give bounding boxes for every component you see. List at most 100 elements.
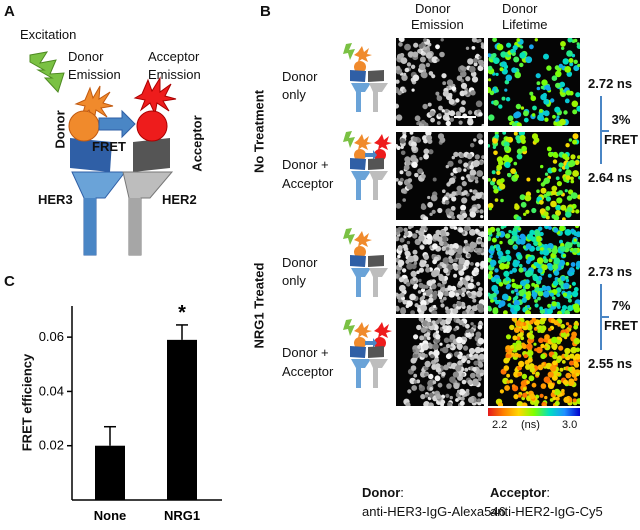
- cell: [446, 182, 451, 187]
- cell: [421, 295, 426, 300]
- cell: [565, 322, 570, 326]
- cell: [480, 44, 484, 49]
- cell: [550, 318, 556, 324]
- cell: [565, 372, 572, 379]
- cell: [503, 365, 510, 371]
- cell: [569, 360, 574, 366]
- cell: [561, 46, 565, 50]
- cell: [480, 262, 484, 268]
- cell: [526, 177, 531, 182]
- cell: [451, 86, 457, 91]
- cell: [439, 342, 443, 346]
- cell: [571, 100, 579, 108]
- cell: [552, 354, 558, 360]
- cell: [556, 358, 561, 364]
- cell: [572, 170, 579, 177]
- cell: [448, 193, 454, 198]
- cell: [545, 285, 551, 291]
- cell: [488, 292, 491, 297]
- cell: [544, 84, 551, 90]
- cell: [547, 243, 554, 250]
- cell: [499, 183, 506, 190]
- cell: [412, 51, 419, 58]
- cell: [409, 293, 416, 301]
- cell: [461, 100, 466, 106]
- row-2-lifetime-value: 2.64 ns: [588, 170, 633, 185]
- cell: [473, 360, 479, 366]
- cell: [466, 153, 473, 160]
- cell: [515, 122, 522, 126]
- cell: [519, 233, 526, 240]
- cell: [455, 292, 460, 297]
- cell: [505, 354, 509, 358]
- cell: [495, 244, 501, 249]
- cell: [458, 388, 466, 396]
- cell: [569, 353, 575, 359]
- cell: [576, 44, 580, 49]
- cell: [449, 117, 454, 122]
- cell: [474, 346, 482, 354]
- chart-y-axis-label: FRET efficiency: [19, 353, 35, 452]
- cell: [468, 66, 476, 73]
- cell: [461, 358, 466, 364]
- cell: [499, 389, 504, 394]
- cell: [466, 329, 470, 333]
- scale-bar: [454, 116, 476, 118]
- cell: [456, 167, 462, 173]
- cell: [563, 282, 570, 290]
- cell: [543, 211, 549, 217]
- cell: [396, 114, 403, 121]
- cell: [442, 296, 447, 301]
- cell: [412, 276, 417, 281]
- cell: [481, 123, 484, 126]
- cell: [492, 185, 498, 190]
- cell: [491, 170, 496, 175]
- cell: [489, 90, 495, 96]
- row-3-label-2: only: [282, 273, 306, 288]
- col-header-emission-1: Donor: [415, 1, 451, 16]
- cell: [549, 292, 554, 297]
- cell: [562, 292, 568, 297]
- cell: [437, 291, 444, 298]
- cell: [420, 71, 427, 78]
- cell: [523, 110, 529, 117]
- cell: [463, 226, 470, 232]
- cell: [551, 247, 558, 255]
- cell: [572, 139, 578, 145]
- cell: [548, 226, 552, 230]
- cell: [406, 183, 413, 190]
- cell: [455, 98, 460, 103]
- cell: [456, 343, 463, 350]
- cell: [570, 228, 575, 233]
- cell: [520, 106, 525, 110]
- cell: [470, 242, 477, 249]
- cell: [506, 42, 512, 48]
- cell: [552, 396, 556, 401]
- cell: [551, 343, 558, 350]
- cell: [573, 377, 578, 381]
- cell: [470, 262, 474, 266]
- row-1-label-1: Donor: [282, 69, 318, 84]
- cell: [488, 236, 492, 242]
- cell: [521, 297, 527, 303]
- acceptor-side-label: Acceptor: [189, 115, 205, 172]
- cell: [496, 231, 502, 237]
- cell: [455, 111, 461, 117]
- cell: [553, 121, 558, 126]
- cell: [509, 324, 515, 331]
- fret-nrg1-label: FRET: [604, 318, 638, 333]
- cell: [410, 310, 415, 314]
- cell: [567, 206, 573, 213]
- cell: [541, 79, 548, 86]
- cell: [542, 249, 550, 256]
- cell: [564, 347, 571, 355]
- cell: [457, 296, 461, 300]
- cell: [501, 293, 509, 301]
- cell: [436, 58, 440, 62]
- cell: [464, 367, 469, 372]
- cell: [420, 327, 427, 333]
- cell: [564, 98, 570, 104]
- cell: [499, 67, 504, 72]
- cell: [540, 85, 545, 90]
- cell: [421, 174, 426, 179]
